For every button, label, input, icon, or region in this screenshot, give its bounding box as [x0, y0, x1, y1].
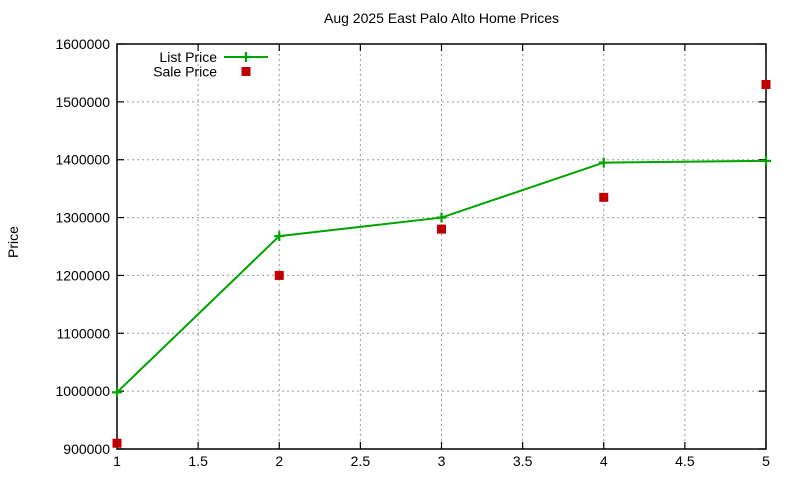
x-tick-label: 5 [762, 453, 770, 469]
y-tick-label: 1000000 [55, 383, 110, 399]
legend-label-sale-price: Sale Price [153, 64, 217, 80]
sale-price-marker [761, 80, 771, 89]
y-tick-label: 1600000 [55, 36, 110, 52]
sale-price-marker [599, 192, 609, 202]
legend-sample-sale-price [241, 67, 251, 76]
sale-price-marker [437, 224, 446, 234]
y-tick-label: 1100000 [57, 325, 111, 341]
x-tick-label: 2.5 [351, 453, 371, 469]
chart-title: Aug 2025 East Palo Alto Home Prices [323, 10, 560, 26]
y-tick-label: 1400000 [55, 152, 110, 168]
sale-price-marker [112, 438, 122, 448]
y-tick-label: 1300000 [55, 210, 110, 226]
x-tick-label: 1.5 [188, 453, 208, 469]
y-tick-label: 900000 [63, 441, 110, 457]
x-tick-label: 4 [600, 453, 608, 469]
y-tick-label: 1200000 [55, 267, 110, 283]
x-tick-label: 3.5 [513, 453, 533, 469]
legend-label-list-price: List Price [159, 49, 217, 65]
y-tick-label: 1500000 [55, 94, 110, 110]
x-tick-label: 4.5 [675, 453, 695, 469]
x-tick-label: 2 [275, 453, 283, 469]
x-tick-label: 1 [113, 453, 121, 469]
sale-price-marker [274, 270, 284, 280]
x-tick-label: 3 [438, 453, 446, 469]
